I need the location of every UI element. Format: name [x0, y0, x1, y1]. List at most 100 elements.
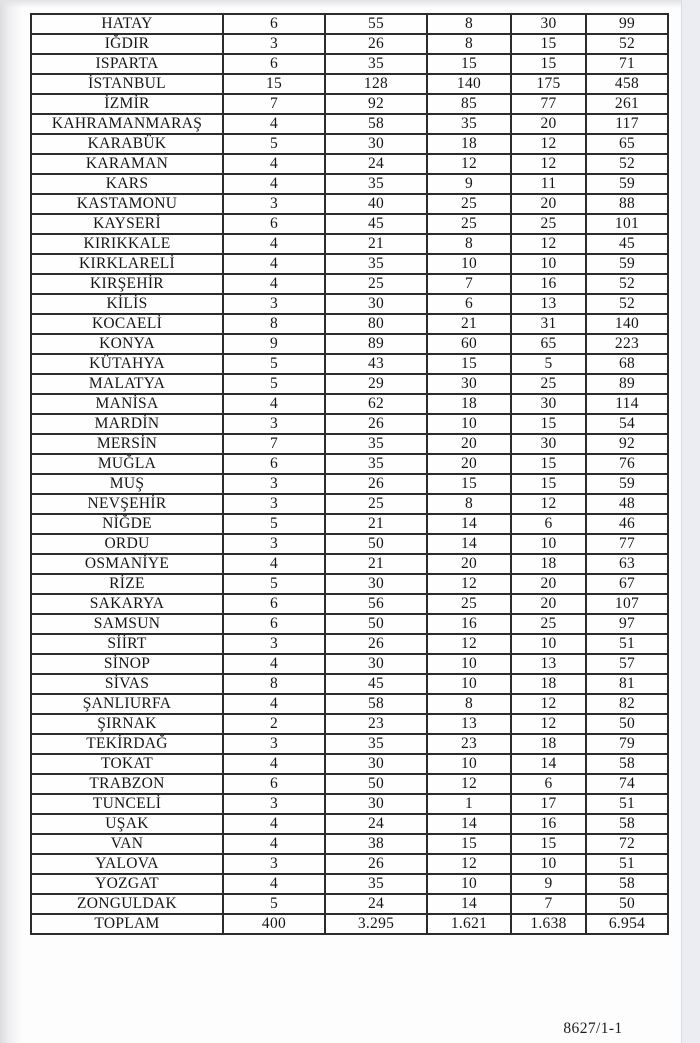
table-row: HATAY 6 55 8 30 99 [30, 13, 669, 35]
value-cell: 26 [324, 853, 428, 875]
value-cell: 30 [324, 793, 428, 815]
value-cell: 51 [585, 793, 669, 815]
value-cell: 29 [324, 373, 428, 395]
value-cell: 92 [324, 93, 428, 115]
value-cell: 71 [585, 53, 669, 75]
province-cell: KİLİS [30, 293, 224, 315]
value-cell: 23 [426, 733, 512, 755]
value-cell: 4 [222, 153, 326, 175]
value-cell: 55 [324, 13, 428, 35]
value-cell: 15 [426, 473, 512, 495]
value-cell: 15 [510, 413, 587, 435]
province-cell: KAHRAMANMARAŞ [30, 113, 224, 135]
value-cell: 8 [222, 313, 326, 335]
value-cell: 9 [426, 173, 512, 195]
value-cell: 26 [324, 633, 428, 655]
value-cell: 89 [585, 373, 669, 395]
value-cell: 12 [510, 233, 587, 255]
value-cell: 30 [510, 13, 587, 35]
value-cell: 14 [510, 753, 587, 775]
value-cell: 140 [426, 73, 512, 95]
value-cell: 16 [510, 273, 587, 295]
value-cell: 7 [222, 433, 326, 455]
value-cell: 68 [585, 353, 669, 375]
province-cell: KASTAMONU [30, 193, 224, 215]
value-cell: 50 [585, 893, 669, 915]
value-cell: 4 [222, 753, 326, 775]
value-cell: 59 [585, 473, 669, 495]
province-cell: SİNOP [30, 653, 224, 675]
value-cell: 9 [510, 873, 587, 895]
value-cell: 4 [222, 873, 326, 895]
value-cell: 3.295 [324, 913, 428, 935]
value-cell: 8 [426, 693, 512, 715]
value-cell: 30 [324, 133, 428, 155]
value-cell: 6 [222, 773, 326, 795]
province-cell: MERSİN [30, 433, 224, 455]
value-cell: 6 [222, 13, 326, 35]
value-cell: 10 [510, 533, 587, 555]
value-cell: 4 [222, 173, 326, 195]
table-row: MUŞ 3 26 15 15 59 [30, 473, 669, 495]
value-cell: 26 [324, 413, 428, 435]
value-cell: 15 [222, 73, 326, 95]
value-cell: 117 [585, 113, 669, 135]
table-row: KIRŞEHİR 4 25 7 16 52 [30, 273, 669, 295]
table-row: MANİSA 4 62 18 30 114 [30, 393, 669, 415]
value-cell: 5 [222, 353, 326, 375]
value-cell: 3 [222, 473, 326, 495]
value-cell: 79 [585, 733, 669, 755]
value-cell: 62 [324, 393, 428, 415]
province-cell: MARDİN [30, 413, 224, 435]
value-cell: 12 [426, 153, 512, 175]
value-cell: 30 [324, 753, 428, 775]
value-cell: 92 [585, 433, 669, 455]
table-row: İSTANBUL 15 128 140 175 458 [30, 73, 669, 95]
value-cell: 20 [510, 593, 587, 615]
value-cell: 35 [324, 873, 428, 895]
value-cell: 4 [222, 273, 326, 295]
value-cell: 16 [426, 613, 512, 635]
province-cell: SAMSUN [30, 613, 224, 635]
value-cell: 21 [426, 313, 512, 335]
table-row: ŞANLIURFA 4 58 8 12 82 [30, 693, 669, 715]
value-cell: 15 [510, 33, 587, 55]
value-cell: 12 [426, 853, 512, 875]
table-row: KIRKLARELİ 4 35 10 10 59 [30, 253, 669, 275]
value-cell: 140 [585, 313, 669, 335]
table-row: KARAMAN 4 24 12 12 52 [30, 153, 669, 175]
value-cell: 4 [222, 553, 326, 575]
value-cell: 6 [510, 513, 587, 535]
province-cell: OSMANİYE [30, 553, 224, 575]
value-cell: 25 [324, 273, 428, 295]
value-cell: 12 [510, 693, 587, 715]
value-cell: 24 [324, 893, 428, 915]
table-row: OSMANİYE 4 21 20 18 63 [30, 553, 669, 575]
value-cell: 16 [510, 813, 587, 835]
province-cell: YOZGAT [30, 873, 224, 895]
table-row: RİZE 5 30 12 20 67 [30, 573, 669, 595]
value-cell: 15 [510, 833, 587, 855]
value-cell: 85 [426, 93, 512, 115]
province-cell: KÜTAHYA [30, 353, 224, 375]
value-cell: 30 [510, 393, 587, 415]
value-cell: 3 [222, 793, 326, 815]
value-cell: 6 [510, 773, 587, 795]
value-cell: 14 [426, 813, 512, 835]
scan-right-edge-band [681, 0, 700, 1043]
table-row: IĞDIR 3 26 8 15 52 [30, 33, 669, 55]
value-cell: 21 [324, 553, 428, 575]
value-cell: 58 [324, 113, 428, 135]
value-cell: 18 [510, 733, 587, 755]
table-row: YOZGAT 4 35 10 9 58 [30, 873, 669, 895]
province-cell: KARS [30, 173, 224, 195]
table-row: KAHRAMANMARAŞ 4 58 35 20 117 [30, 113, 669, 135]
table-row: SAKARYA 6 56 25 20 107 [30, 593, 669, 615]
table-row: TOKAT 4 30 10 14 58 [30, 753, 669, 775]
value-cell: 5 [222, 373, 326, 395]
value-cell: 14 [426, 533, 512, 555]
province-cell: VAN [30, 833, 224, 855]
value-cell: 128 [324, 73, 428, 95]
value-cell: 77 [585, 533, 669, 555]
value-cell: 6 [426, 293, 512, 315]
